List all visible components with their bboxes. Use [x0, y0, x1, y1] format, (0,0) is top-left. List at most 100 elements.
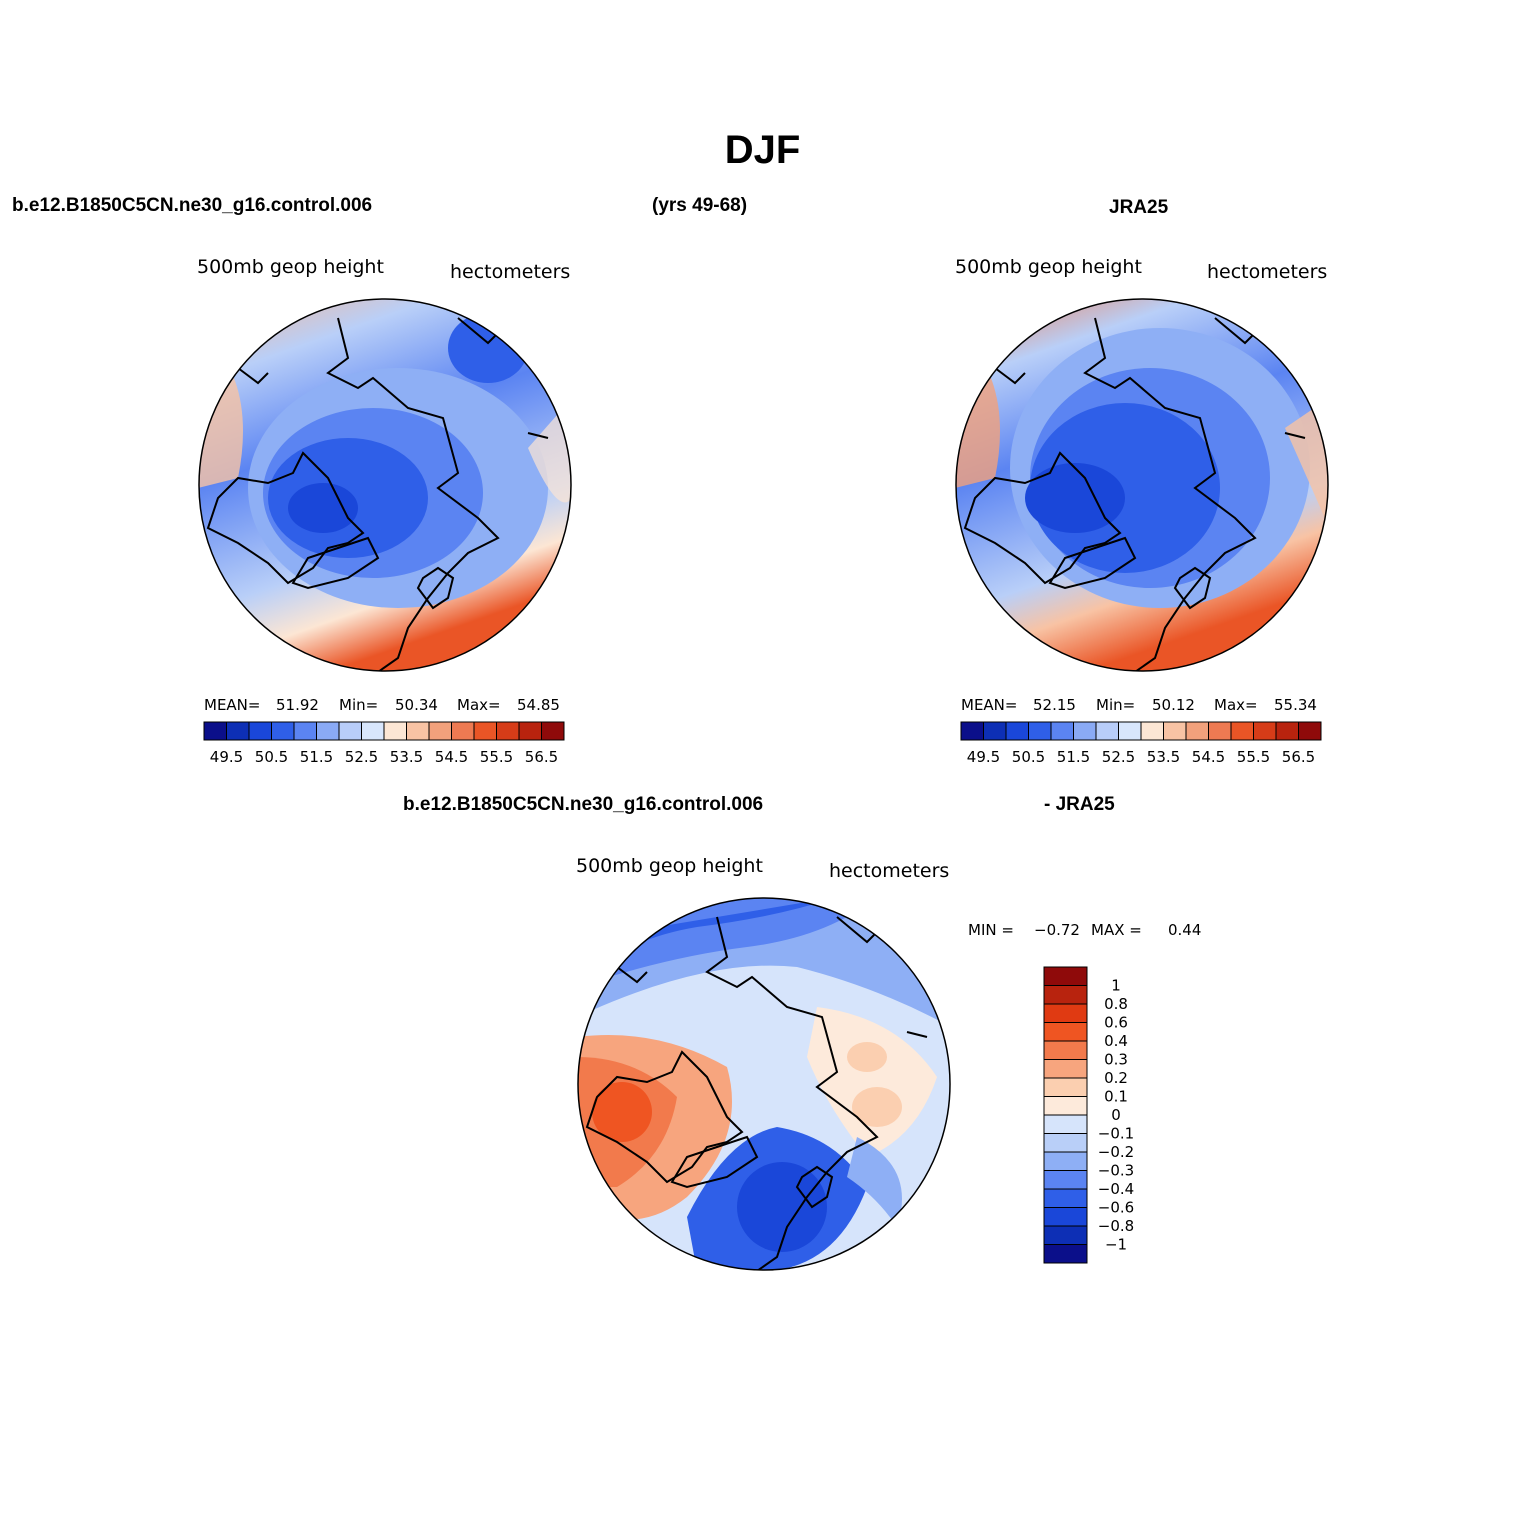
obs-colorbar-tick-label: 53.5: [1147, 748, 1180, 766]
model-colorbar-swatch: [451, 721, 475, 741]
diff-units-label: hectometers: [829, 860, 950, 882]
model-mean-value: 51.92: [276, 696, 319, 714]
diff-colorbar-tick-label: 0.2: [1104, 1069, 1128, 1087]
model-colorbar-tick-label: 49.5: [210, 748, 243, 766]
model-max-label: Max=: [457, 696, 501, 714]
diff-colorbar-swatch: [1043, 966, 1088, 986]
diff-colorbar-swatch: [1043, 1170, 1088, 1190]
obs-colorbar-swatch: [983, 721, 1007, 741]
diff-colorbar-tick-label: 0.4: [1104, 1032, 1128, 1050]
model-colorbar-swatch: [293, 721, 317, 741]
diff-coastlines: [585, 916, 928, 1270]
obs-units-label: hectometers: [1207, 261, 1328, 283]
model-colorbar-tick-label: 50.5: [255, 748, 288, 766]
diff-map-border: [577, 897, 951, 1271]
model-min-label: Min=: [339, 696, 379, 714]
model-colorbar-tick-label: 54.5: [435, 748, 468, 766]
obs-colorbar-tick-label: 49.5: [967, 748, 1000, 766]
diff-colorbar-tick-label: 0.8: [1104, 995, 1128, 1013]
model-colorbar-swatch: [248, 721, 272, 741]
model-colorbar-swatch: [316, 721, 340, 741]
model-polar-map: [198, 298, 572, 672]
diff-min-value: −0.72: [1034, 921, 1080, 939]
model-colorbar-tick-label: 53.5: [390, 748, 423, 766]
diff-colorbar-swatch: [1043, 1040, 1088, 1060]
diff-colorbar-tick-label: 0.1: [1104, 1088, 1128, 1106]
obs-colorbar-swatch: [1028, 721, 1052, 741]
diff-colorbar-tick-label: −1: [1105, 1236, 1127, 1254]
model-colorbar-swatch: [226, 721, 250, 741]
model-colorbar-swatch: [203, 721, 227, 741]
diff-colorbar-tick-label: 0.6: [1104, 1014, 1128, 1032]
obs-colorbar-swatch: [1185, 721, 1209, 741]
obs-colorbar-swatch: [1253, 721, 1277, 741]
model-variable-label: 500mb geop height: [197, 256, 384, 278]
obs-map-border: [955, 298, 1329, 672]
diff-colorbar-swatch: [1043, 1151, 1088, 1171]
diff-min-label: MIN =: [968, 921, 1014, 939]
obs-colorbar-swatch: [1208, 721, 1232, 741]
model-colorbar-swatch: [406, 721, 430, 741]
model-colorbar-swatch: [271, 721, 295, 741]
diff-colorbar-swatch: [1043, 1244, 1088, 1264]
obs-name: JRA25: [1109, 197, 1169, 218]
obs-colorbar-swatch: [1005, 721, 1029, 741]
model-colorbar-swatch: [338, 721, 362, 741]
obs-colorbar-swatch: [1163, 721, 1187, 741]
diff-colorbar-swatch: [1043, 1207, 1088, 1227]
obs-mean-label: MEAN=: [961, 696, 1018, 714]
model-colorbar-swatch: [428, 721, 452, 741]
model-colorbar-swatch: [518, 721, 542, 741]
model-colorbar-tick-label: 52.5: [345, 748, 378, 766]
diff-colorbar-swatch: [1043, 1003, 1088, 1023]
model-colorbar-tick-label: 55.5: [480, 748, 513, 766]
obs-mean-value: 52.15: [1033, 696, 1076, 714]
diff-colorbar-swatch: [1043, 1022, 1088, 1042]
model-colorbar-tick-label: 51.5: [300, 748, 333, 766]
model-colorbar-tick-label: 56.5: [525, 748, 558, 766]
diff-colorbar-swatch: [1043, 1133, 1088, 1153]
diff-case-name: b.e12.B1850C5CN.ne30_g16.control.006: [403, 794, 764, 815]
model-map-border: [198, 298, 572, 672]
obs-colorbar-swatch: [1118, 721, 1142, 741]
diff-colorbar-tick-label: −0.3: [1098, 1162, 1134, 1180]
diff-max-value: 0.44: [1168, 921, 1202, 939]
model-colorbar-swatch: [383, 721, 407, 741]
diff-colorbar-swatch: [1043, 985, 1088, 1005]
diff-colorbar-swatch: [1043, 1225, 1088, 1245]
model-colorbar-swatch: [361, 721, 385, 741]
diff-colorbar-tick-label: 0.3: [1104, 1051, 1128, 1069]
obs-colorbar-swatch: [1230, 721, 1254, 741]
obs-colorbar-swatch: [1095, 721, 1119, 741]
diff-max-label: MAX =: [1091, 921, 1142, 939]
obs-colorbar-tick-label: 56.5: [1282, 748, 1315, 766]
model-mean-label: MEAN=: [204, 696, 261, 714]
model-colorbar: 49.5 50.5 51.5 52.5 53.5 54.5 55.5 56.5: [203, 721, 565, 766]
diff-colorbar-swatch: [1043, 1059, 1088, 1079]
diff-colorbar-swatch: [1043, 1188, 1088, 1208]
obs-polar-map: [955, 298, 1329, 672]
diff-colorbar-tick-label: 0: [1111, 1106, 1121, 1124]
obs-colorbar-tick-label: 54.5: [1192, 748, 1225, 766]
obs-max-label: Max=: [1214, 696, 1258, 714]
obs-colorbar-tick-label: 55.5: [1237, 748, 1270, 766]
model-max-value: 54.85: [517, 696, 560, 714]
obs-variable-label: 500mb geop height: [955, 256, 1142, 278]
obs-colorbar-tick-label: 52.5: [1102, 748, 1135, 766]
diff-colorbar-swatch: [1043, 1096, 1088, 1116]
obs-colorbar-swatch: [1275, 721, 1299, 741]
figure-title: DJF: [724, 128, 801, 172]
obs-colorbar-swatch: [1298, 721, 1322, 741]
obs-min-label: Min=: [1096, 696, 1136, 714]
case-name: b.e12.B1850C5CN.ne30_g16.control.006: [12, 195, 373, 216]
model-coastlines: [206, 317, 549, 671]
model-colorbar-swatch: [473, 721, 497, 741]
obs-coastlines: [963, 317, 1306, 671]
obs-colorbar: 49.5 50.5 51.5 52.5 53.5 54.5 55.5 56.5: [960, 721, 1322, 766]
diff-variable-label: 500mb geop height: [576, 855, 763, 877]
diff-polar-map: [577, 897, 951, 1271]
diff-colorbar-tick-label: −0.6: [1098, 1199, 1134, 1217]
diff-colorbar-tick-label: 1: [1111, 977, 1121, 995]
obs-min-value: 50.12: [1152, 696, 1195, 714]
obs-colorbar-swatch: [1140, 721, 1164, 741]
